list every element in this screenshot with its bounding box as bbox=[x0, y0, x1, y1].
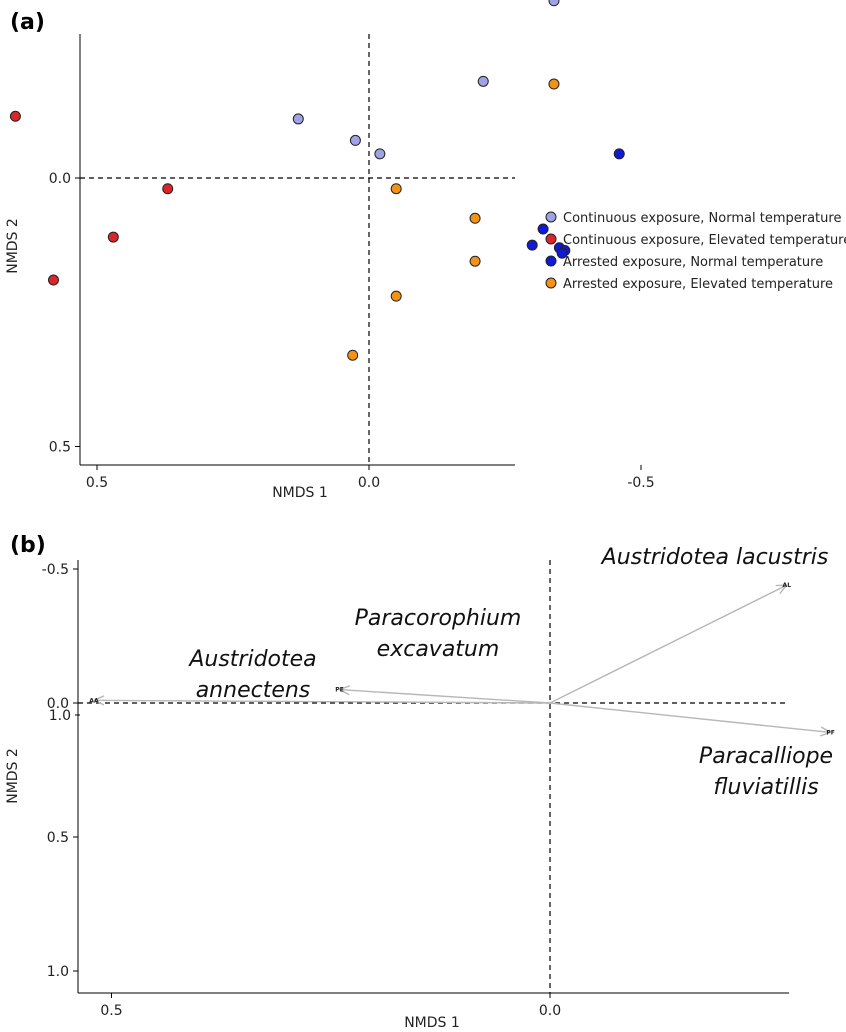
vector-abbr-al: AL bbox=[783, 582, 792, 589]
panel-a-y-tick-label: 0.5 bbox=[49, 440, 71, 456]
panel-a-y-axis-title: NMDS 2 bbox=[5, 218, 21, 274]
vector-arrowhead-pf bbox=[819, 731, 831, 737]
vector-arrowhead-pe bbox=[339, 685, 351, 691]
panel-b-y-tick-label: 0.5 bbox=[47, 830, 69, 846]
data-point-continuous-exposure-normal-temperature bbox=[477, 75, 489, 87]
panel-a-x-tick-label: 0.0 bbox=[358, 475, 380, 491]
data-point-continuous-exposure-normal-temperature bbox=[292, 113, 304, 125]
data-point-arrested-exposure-elevated-temperature bbox=[347, 349, 359, 361]
panel-b-x-axis-title: NMDS 1 bbox=[404, 1015, 460, 1031]
panel-b-y-tick-label: 0.0 bbox=[47, 696, 69, 712]
data-point-arrested-exposure-elevated-temperature bbox=[548, 78, 560, 90]
panel-b: (b) 1.00.50.0-0.5 -0.50.00.51.0 ALAustri… bbox=[5, 533, 835, 1031]
vector-abbr-aa: AA bbox=[89, 697, 99, 704]
panel-b-y-axis-title: NMDS 2 bbox=[5, 748, 21, 804]
vector-arrowhead-al bbox=[779, 584, 788, 595]
data-point-continuous-exposure-normal-temperature bbox=[548, 0, 560, 7]
species-name-aa: Austridotea annectens bbox=[187, 647, 316, 703]
panel-b-y-tick-label: -0.5 bbox=[42, 562, 69, 578]
vector-al bbox=[549, 584, 788, 704]
legend-marker-continuous-exposure-normal-temperature bbox=[545, 211, 557, 223]
legend-marker-continuous-exposure-elevated-temperature bbox=[545, 233, 557, 245]
legend-label-continuous-exposure-normal-temperature: Continuous exposure, Normal temperature bbox=[563, 211, 841, 226]
data-point-continuous-exposure-elevated-temperature bbox=[9, 110, 21, 122]
data-point-continuous-exposure-elevated-temperature bbox=[47, 274, 59, 286]
data-point-continuous-exposure-elevated-temperature bbox=[162, 183, 174, 195]
vector-arrowhead-pe bbox=[339, 688, 350, 696]
vector-arrowhead-pf bbox=[820, 726, 831, 734]
data-point-arrested-exposure-elevated-temperature bbox=[469, 212, 481, 224]
species-name-pf: Paracalliope fluviatillis bbox=[699, 744, 833, 800]
panel-b-y-tick-label: 1.0 bbox=[47, 964, 69, 980]
panel-a-y-tick-label: 1.0 bbox=[49, 708, 71, 724]
data-point-arrested-exposure-normal-temperature bbox=[613, 148, 625, 160]
species-name-pe: Paracorophium excavatum bbox=[355, 606, 522, 662]
panel-a: (a) 1.00.50.0-0.5 -0.50.00.51.0 NMDS 1 N… bbox=[5, 0, 846, 724]
panel-a-label: (a) bbox=[10, 10, 45, 35]
panel-b-x-tick-label: 0.0 bbox=[539, 1003, 561, 1019]
vector-abbr-pe: PE bbox=[335, 687, 344, 694]
panel-a-y-tick-label: 0.0 bbox=[49, 171, 71, 187]
vector-arrowhead-aa bbox=[93, 699, 105, 706]
panel-b-label: (b) bbox=[10, 533, 46, 558]
data-point-arrested-exposure-elevated-temperature bbox=[469, 255, 481, 267]
legend-label-arrested-exposure-normal-temperature: Arrested exposure, Normal temperature bbox=[563, 255, 823, 270]
data-point-arrested-exposure-normal-temperature bbox=[526, 239, 538, 251]
legend-label-arrested-exposure-elevated-temperature: Arrested exposure, Elevated temperature bbox=[563, 277, 833, 292]
panel-a-legend: Continuous exposure, Normal temperature C… bbox=[545, 211, 846, 292]
data-point-continuous-exposure-normal-temperature bbox=[374, 148, 386, 160]
panel-a-x-axis-title: NMDS 1 bbox=[272, 485, 328, 501]
panel-b-x-tick-label: 0.5 bbox=[100, 1003, 122, 1019]
panel-a-x-tick-label: -0.5 bbox=[627, 475, 654, 491]
legend-marker-arrested-exposure-elevated-temperature bbox=[545, 277, 557, 289]
species-name-al: Austridotea lacustris bbox=[600, 545, 829, 570]
data-point-arrested-exposure-normal-temperature bbox=[556, 247, 568, 259]
data-point-continuous-exposure-elevated-temperature bbox=[107, 231, 119, 243]
vector-aa bbox=[93, 699, 551, 704]
panel-a-x-tick-label: 0.5 bbox=[86, 475, 108, 491]
legend-marker-arrested-exposure-normal-temperature bbox=[545, 255, 557, 267]
legend-label-continuous-exposure-elevated-temperature: Continuous exposure, Elevated temperatur… bbox=[563, 233, 846, 248]
data-point-continuous-exposure-normal-temperature bbox=[349, 134, 361, 146]
data-point-arrested-exposure-elevated-temperature bbox=[390, 183, 402, 195]
data-point-arrested-exposure-normal-temperature bbox=[537, 223, 549, 235]
vector-pf bbox=[549, 702, 831, 734]
vector-pe bbox=[339, 688, 551, 704]
data-point-arrested-exposure-elevated-temperature bbox=[390, 290, 402, 302]
vector-arrowhead-aa bbox=[93, 695, 105, 701]
vector-abbr-pf: PF bbox=[826, 729, 835, 736]
